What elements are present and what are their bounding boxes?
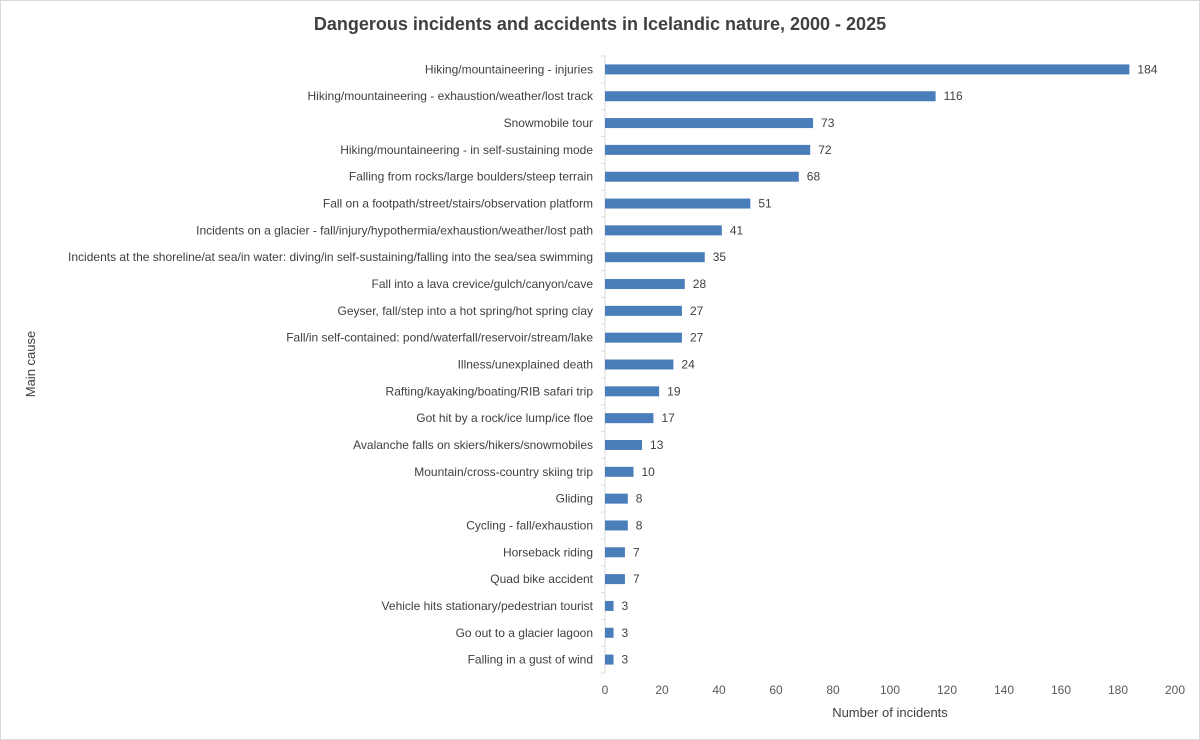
bar xyxy=(605,305,682,316)
data-label: 73 xyxy=(821,116,835,130)
x-tick-label: 40 xyxy=(712,683,726,697)
x-tick-label: 80 xyxy=(826,683,840,697)
data-label: 19 xyxy=(667,384,681,398)
category-label: Hiking/mountaineering - injuries xyxy=(425,62,593,76)
data-label: 41 xyxy=(730,223,744,237)
category-label: Snowmobile tour xyxy=(504,116,593,130)
bar xyxy=(605,493,628,504)
bar xyxy=(605,520,628,531)
category-label: Geyser, fall/step into a hot spring/hot … xyxy=(338,304,593,318)
bar xyxy=(605,439,643,450)
x-tick-label: 0 xyxy=(602,683,609,697)
category-label: Fall into a lava crevice/gulch/canyon/ca… xyxy=(372,277,594,291)
bar xyxy=(605,118,814,129)
category-label: Quad bike accident xyxy=(490,572,593,586)
category-label: Vehicle hits stationary/pedestrian touri… xyxy=(382,599,594,613)
data-label: 17 xyxy=(661,411,675,425)
x-axis-label: Number of incidents xyxy=(832,705,948,720)
data-label: 10 xyxy=(642,465,656,479)
bar xyxy=(605,279,685,290)
bar xyxy=(605,64,1130,75)
x-tick-label: 120 xyxy=(937,683,957,697)
bar xyxy=(605,91,936,102)
data-label: 68 xyxy=(807,170,821,184)
category-label: Avalanche falls on skiers/hikers/snowmob… xyxy=(353,438,593,452)
category-label: Falling in a gust of wind xyxy=(468,653,593,667)
chart-title: Dangerous incidents and accidents in Ice… xyxy=(313,14,887,34)
data-label: 13 xyxy=(650,438,664,452)
category-label: Incidents at the shoreline/at sea/in wat… xyxy=(68,250,593,264)
category-label: Falling from rocks/large boulders/steep … xyxy=(349,170,593,184)
data-label: 7 xyxy=(633,572,640,586)
category-label: Mountain/cross-country skiing trip xyxy=(414,465,593,479)
data-label: 8 xyxy=(636,518,643,532)
data-label: 28 xyxy=(693,277,707,291)
x-tick-label: 60 xyxy=(769,683,783,697)
x-tick-label: 100 xyxy=(880,683,900,697)
bar xyxy=(605,600,614,611)
category-label: Fall on a footpath/street/stairs/observa… xyxy=(323,197,593,211)
category-label: Cycling - fall/exhaustion xyxy=(466,518,593,532)
x-tick-label: 20 xyxy=(655,683,669,697)
data-label: 24 xyxy=(681,358,695,372)
data-label: 116 xyxy=(944,89,963,103)
bar xyxy=(605,171,799,182)
data-label: 51 xyxy=(758,197,772,211)
x-tick-label: 180 xyxy=(1108,683,1128,697)
category-label: Illness/unexplained death xyxy=(458,358,593,372)
bar xyxy=(605,386,660,397)
bar xyxy=(605,466,634,477)
x-tick-label: 140 xyxy=(994,683,1014,697)
data-label: 3 xyxy=(622,599,629,613)
category-label: Rafting/kayaking/boating/RIB safari trip xyxy=(386,384,594,398)
category-label: Go out to a glacier lagoon xyxy=(456,626,593,640)
bar xyxy=(605,332,682,343)
bar xyxy=(605,198,751,209)
bar xyxy=(605,359,674,370)
bar xyxy=(605,413,654,424)
bar xyxy=(605,225,722,236)
category-label: Gliding xyxy=(556,492,593,506)
category-label: Incidents on a glacier - fall/injury/hyp… xyxy=(196,223,593,237)
bar xyxy=(605,627,614,638)
category-label: Got hit by a rock/ice lump/ice floe xyxy=(416,411,593,425)
x-tick-label: 160 xyxy=(1051,683,1071,697)
category-label: Fall/in self-contained: pond/waterfall/r… xyxy=(286,331,593,345)
data-label: 27 xyxy=(690,331,704,345)
data-label: 7 xyxy=(633,545,640,559)
data-label: 8 xyxy=(636,492,643,506)
data-label: 3 xyxy=(622,626,629,640)
x-tick-label: 200 xyxy=(1165,683,1185,697)
data-label: 35 xyxy=(713,250,727,264)
category-label: Hiking/mountaineering - exhaustion/weath… xyxy=(308,89,594,103)
category-label: Horseback riding xyxy=(503,545,593,559)
data-label: 184 xyxy=(1137,62,1157,76)
category-label: Hiking/mountaineering - in self-sustaini… xyxy=(340,143,593,157)
data-label: 72 xyxy=(818,143,832,157)
bar xyxy=(605,654,614,665)
bar xyxy=(605,252,705,263)
bar xyxy=(605,547,625,558)
data-label: 27 xyxy=(690,304,704,318)
bar xyxy=(605,144,811,155)
data-label: 3 xyxy=(622,653,629,667)
bar xyxy=(605,574,625,585)
